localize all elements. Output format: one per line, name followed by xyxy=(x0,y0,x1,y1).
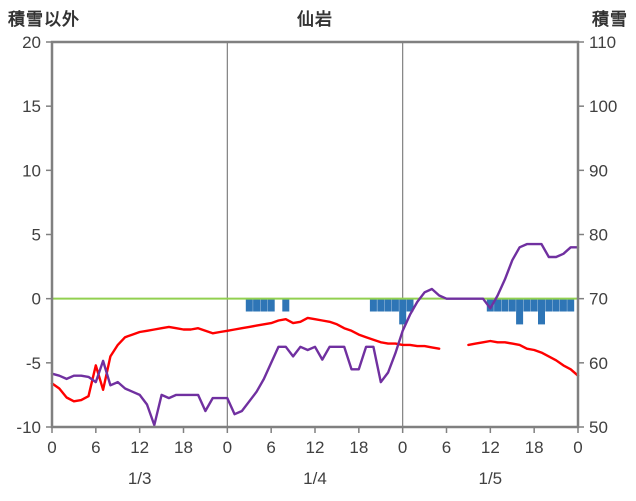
right-tick-label: 90 xyxy=(589,161,608,180)
blue-bars xyxy=(377,298,385,312)
blue-bars xyxy=(245,298,253,312)
right-axis-title: 積雪 xyxy=(592,10,628,29)
x-tick-label: 0 xyxy=(47,438,56,457)
blue-bars xyxy=(567,298,575,312)
blue-bars xyxy=(267,298,275,312)
blue-bars xyxy=(399,298,407,325)
blue-bars xyxy=(369,298,377,312)
left-tick-label: 0 xyxy=(32,290,41,309)
blue-bars xyxy=(545,298,553,312)
x-tick-label: 6 xyxy=(91,438,100,457)
blue-bars xyxy=(530,298,538,312)
x-tick-label: 6 xyxy=(442,438,451,457)
day-label: 1/5 xyxy=(479,469,503,488)
chart-title: 仙岩 xyxy=(297,10,333,29)
x-tick-label: 12 xyxy=(481,438,500,457)
right-tick-label: 100 xyxy=(589,97,617,116)
x-tick-label: 18 xyxy=(349,438,368,457)
blue-bars xyxy=(282,298,290,312)
blue-bars xyxy=(384,298,392,312)
blue-bars xyxy=(253,298,261,312)
x-tick-label: 0 xyxy=(223,438,232,457)
blue-bars xyxy=(260,298,268,312)
right-tick-label: 50 xyxy=(589,418,608,437)
right-tick-label: 60 xyxy=(589,354,608,373)
purple-line xyxy=(50,242,580,427)
left-tick-label: 15 xyxy=(22,97,41,116)
left-tick-label: 10 xyxy=(22,161,41,180)
left-tick-label: 20 xyxy=(22,33,41,52)
blue-bars xyxy=(559,298,567,312)
plot-border xyxy=(50,40,580,429)
blue-bars xyxy=(494,298,502,312)
blue-bars xyxy=(391,298,399,312)
left-axis-title: 積雪以外 xyxy=(8,10,80,29)
blue-bars xyxy=(523,298,531,312)
blue-bars xyxy=(508,298,516,312)
blue-bars xyxy=(406,298,414,312)
day-label: 1/4 xyxy=(303,469,327,488)
day-label: 1/3 xyxy=(128,469,152,488)
blue-bars xyxy=(538,298,545,325)
left-tick-label: -10 xyxy=(16,418,41,437)
blue-bars xyxy=(501,298,509,312)
x-tick-label: 12 xyxy=(306,438,325,457)
red-line xyxy=(50,316,580,403)
left-tick-label: -5 xyxy=(26,354,41,373)
x-tick-label: 12 xyxy=(130,438,149,457)
blue-bars xyxy=(486,298,494,312)
x-tick-label: 0 xyxy=(573,438,582,457)
blue-bars xyxy=(552,298,560,312)
right-tick-label: 80 xyxy=(589,226,608,245)
right-tick-label: 70 xyxy=(589,290,608,309)
x-tick-label: 18 xyxy=(174,438,193,457)
left-tick-label: 5 xyxy=(32,226,41,245)
x-tick-label: 6 xyxy=(266,438,275,457)
right-tick-label: 110 xyxy=(589,33,616,52)
x-tick-label: 18 xyxy=(525,438,544,457)
x-tick-label: 0 xyxy=(398,438,407,457)
blue-bars xyxy=(516,298,524,325)
